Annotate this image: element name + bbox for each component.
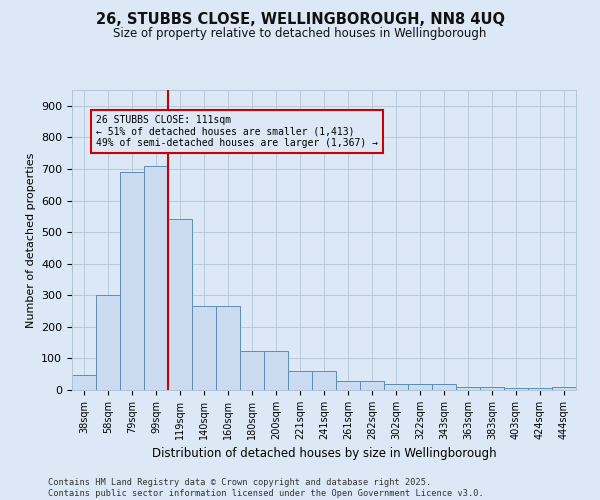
Bar	[216, 306, 240, 390]
Bar	[384, 384, 408, 390]
Bar	[120, 172, 144, 390]
Bar	[504, 388, 528, 390]
Bar	[240, 350, 264, 390]
Bar	[456, 387, 480, 390]
Text: Contains HM Land Registry data © Crown copyright and database right 2025.
Contai: Contains HM Land Registry data © Crown c…	[48, 478, 484, 498]
Bar	[168, 220, 192, 390]
Bar	[312, 371, 336, 390]
Bar	[144, 166, 168, 390]
Bar	[528, 388, 552, 390]
Bar	[192, 306, 216, 390]
Bar	[360, 381, 384, 390]
Text: 26 STUBBS CLOSE: 111sqm
← 51% of detached houses are smaller (1,413)
49% of semi: 26 STUBBS CLOSE: 111sqm ← 51% of detache…	[96, 116, 378, 148]
Text: 26, STUBBS CLOSE, WELLINGBOROUGH, NN8 4UQ: 26, STUBBS CLOSE, WELLINGBOROUGH, NN8 4U…	[95, 12, 505, 28]
Bar	[72, 375, 96, 390]
Y-axis label: Number of detached properties: Number of detached properties	[26, 152, 35, 328]
Bar	[552, 388, 576, 390]
Bar	[96, 296, 120, 390]
Bar	[480, 387, 504, 390]
Bar	[288, 371, 312, 390]
Bar	[432, 384, 456, 390]
Bar	[264, 350, 288, 390]
Bar	[408, 384, 432, 390]
Bar	[336, 381, 360, 390]
X-axis label: Distribution of detached houses by size in Wellingborough: Distribution of detached houses by size …	[152, 448, 496, 460]
Text: Size of property relative to detached houses in Wellingborough: Size of property relative to detached ho…	[113, 28, 487, 40]
